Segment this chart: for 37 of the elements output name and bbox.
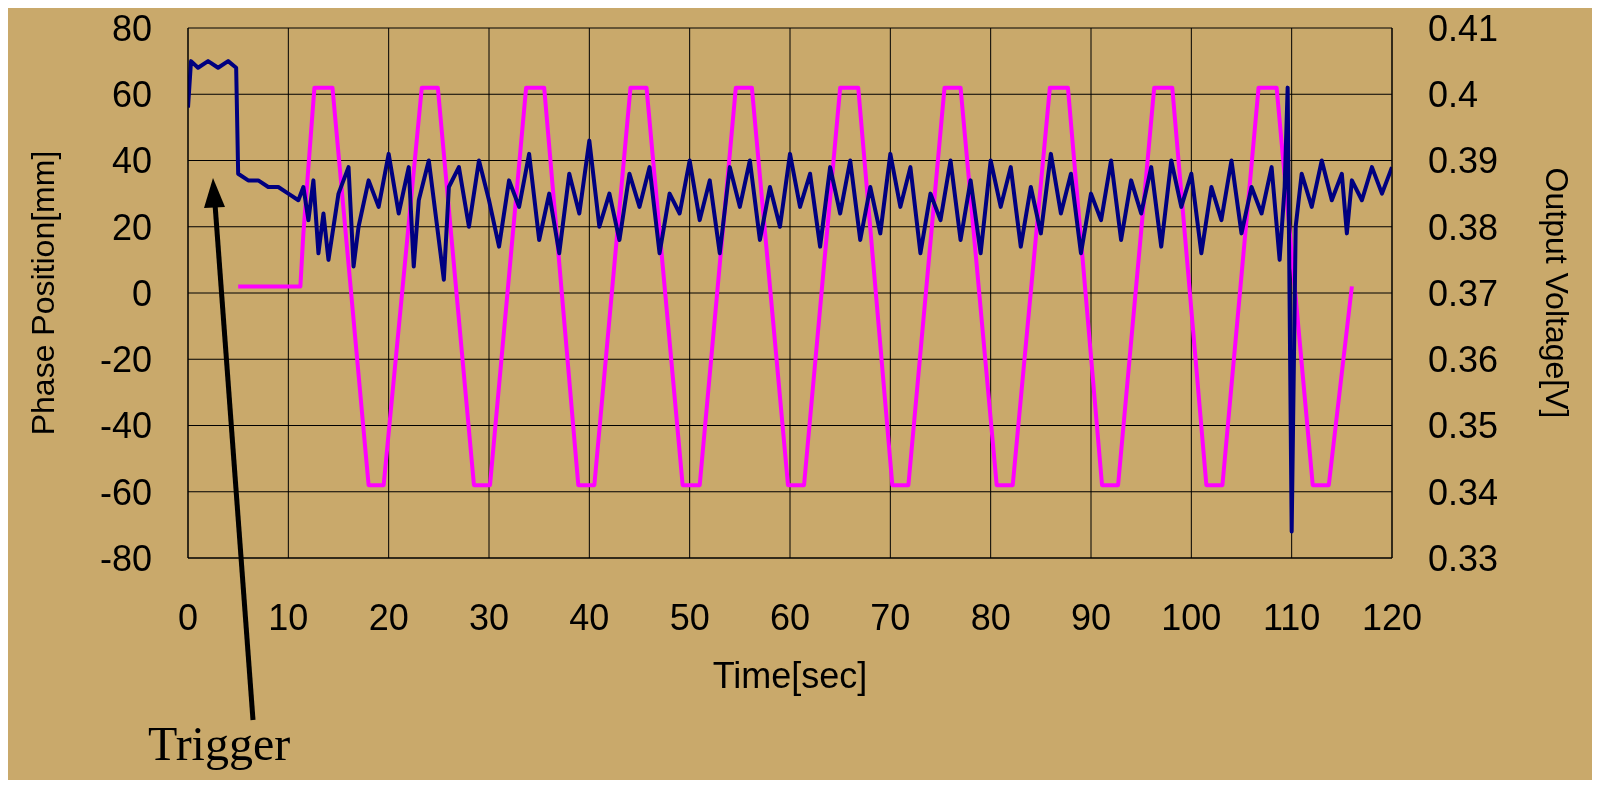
y2-axis-title: Output Voltage[V] — [1538, 167, 1575, 419]
y2-tick-label: 0.37 — [1428, 272, 1499, 314]
y2-tick-label: 0.38 — [1428, 206, 1499, 248]
y-tick-label: 0 — [131, 272, 152, 314]
y-tick-label: -20 — [99, 339, 152, 381]
line-series — [188, 59, 1392, 534]
y-tick-label: 40 — [111, 140, 152, 182]
y2-tick-label: 0.41 — [1428, 7, 1499, 49]
x-axis-title: Time[sec] — [712, 655, 868, 696]
x-tick-label: 40 — [569, 596, 610, 638]
y-tick-label: -80 — [99, 537, 152, 579]
x-tick-label: 20 — [368, 596, 409, 638]
y2-tick-label: 0.36 — [1428, 339, 1499, 381]
y-tick-label: 80 — [111, 7, 152, 49]
x-tick-label: 30 — [468, 596, 510, 638]
y2-tick-label: 0.39 — [1428, 140, 1499, 182]
y2-tick-label: 0.4 — [1428, 74, 1479, 116]
x-tick-label: 90 — [1070, 596, 1112, 638]
x-tick-label: 0 — [177, 596, 199, 638]
x-tick-label: 120 — [1361, 596, 1423, 638]
x-tick-label: 100 — [1161, 596, 1222, 638]
y-tick-label: -60 — [99, 471, 152, 513]
x-tick-label: 80 — [970, 596, 1011, 638]
x-tick-label: 60 — [769, 596, 811, 638]
y-tick-label: 20 — [111, 206, 152, 248]
x-tick-label: 70 — [870, 596, 911, 638]
x-tick-label: 50 — [669, 596, 710, 638]
line-series — [236, 85, 1354, 488]
y-tick-label: 60 — [111, 74, 152, 116]
x-tick-label: 110 — [1262, 596, 1321, 638]
x-tick-label: 10 — [268, 596, 309, 638]
y-tick-label: -40 — [99, 405, 152, 447]
y-axis-title: Phase Position[mm] — [25, 150, 62, 436]
y2-tick-label: 0.35 — [1428, 405, 1499, 447]
text: Trigger — [148, 716, 291, 771]
y2-tick-label: 0.33 — [1428, 537, 1499, 579]
y2-tick-label: 0.34 — [1428, 471, 1499, 513]
